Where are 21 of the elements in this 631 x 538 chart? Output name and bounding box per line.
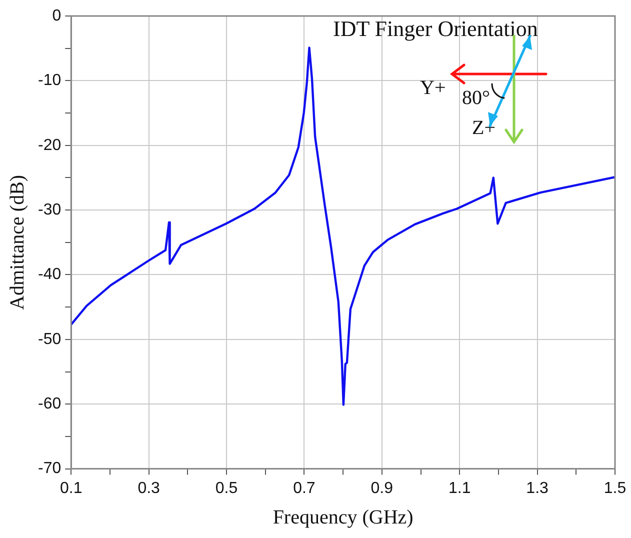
y-tick-label: -40 [38, 266, 62, 284]
x-tick-label: 1.5 [604, 480, 626, 497]
annotation: Y+ [420, 77, 446, 99]
x-tick-label: 1.3 [526, 480, 549, 497]
x-tick-label: 0.9 [370, 480, 394, 497]
y-tick-label: -20 [38, 136, 62, 154]
x-axis-title: Frequency (GHz) [272, 506, 414, 528]
annotation: IDT Finger Orientation [333, 16, 538, 41]
x-tick-label: 0.5 [215, 480, 238, 497]
annotation: 80° [462, 87, 490, 109]
y-tick-label: -30 [38, 201, 62, 218]
x-tick-label: 0.7 [293, 480, 316, 497]
y-tick-label: -70 [38, 460, 62, 478]
y-tick-label: -50 [38, 330, 62, 348]
y-tick-label: -10 [38, 72, 62, 90]
y-axis-title: Admittance (dB) [6, 174, 28, 310]
x-tick-label: 0.1 [60, 480, 82, 497]
y-tick-label: 0 [52, 7, 62, 24]
y-tick-label: -60 [38, 396, 62, 413]
x-tick-label: 0.3 [138, 480, 160, 497]
x-tick-label: 1.1 [448, 480, 471, 497]
